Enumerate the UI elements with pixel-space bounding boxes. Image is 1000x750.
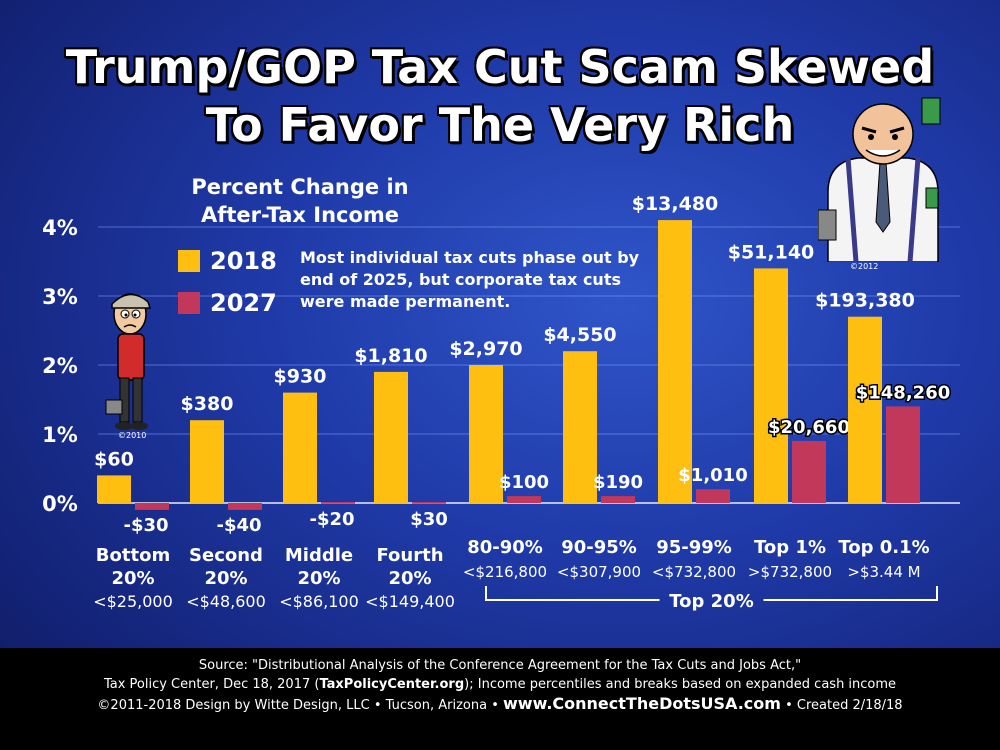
- category-label-3-line1: Fourth: [376, 545, 443, 566]
- bar-2027-4: [507, 496, 541, 503]
- data-label-2018-3: $1,810: [354, 345, 427, 367]
- data-label-2027-2: -$20: [309, 509, 354, 530]
- y-tick-label-1: 1%: [42, 423, 78, 447]
- bar-chart: 0%1%2%3%4%$60-$30Bottom20%<$25,000$380-$…: [42, 193, 960, 612]
- category-label-4-line1: 80-90%: [467, 537, 543, 558]
- category-label-0-line2: 20%: [111, 568, 154, 589]
- data-label-2018-4: $2,970: [449, 338, 522, 360]
- y-tick-label-3: 3%: [42, 285, 78, 309]
- bar-2027-2: [321, 502, 355, 504]
- category-label-3-line2: 20%: [388, 568, 431, 589]
- data-label-2018-8: $193,380: [815, 290, 915, 312]
- footer-income-note: ); Income percentiles and breaks based o…: [464, 677, 897, 692]
- title-line-2: To Favor The Very Rich: [205, 98, 795, 152]
- category-label-8-line1: Top 0.1%: [838, 537, 929, 558]
- category-label-2-line3: <$86,100: [279, 592, 359, 611]
- footer-source-line: Source: "Distributional Analysis of the …: [198, 658, 802, 673]
- data-label-2018-5: $4,550: [543, 324, 616, 346]
- bracket-left: [485, 586, 660, 601]
- category-label-1-line3: <$48,600: [186, 592, 266, 611]
- category-label-4-line2: <$216,800: [463, 563, 547, 581]
- category-label-2-line1: Middle: [285, 545, 353, 566]
- footer-citation-text: Tax Policy Center, Dec 18, 2017 (: [103, 677, 320, 692]
- data-label-2027-8: $148,260: [856, 382, 951, 403]
- rich-man-copyright: ©2012: [850, 262, 879, 271]
- poor-man-copyright: ©2010: [118, 431, 147, 440]
- category-label-7-line2: >$732,800: [748, 563, 832, 581]
- category-label-6-line2: <$732,800: [652, 563, 736, 581]
- category-label-2-line2: 20%: [297, 568, 340, 589]
- bar-2018-2: [283, 392, 317, 503]
- bar-2027-6: [696, 489, 730, 503]
- category-label-8-line2: >$3.44 M: [847, 563, 920, 581]
- title-line-1: Trump/GOP Tax Cut Scam Skewed: [65, 40, 935, 94]
- bracket-right: [763, 586, 938, 601]
- data-label-2027-6: $1,010: [678, 465, 747, 486]
- category-label-5-line2: <$307,900: [557, 563, 641, 581]
- bar-2027-8: [886, 406, 920, 503]
- legend-heading-line-2: After-Tax Income: [200, 203, 400, 227]
- legend-item-2027: 2027: [178, 289, 277, 317]
- footer-credit-line: ©2011-2018 Design by Witte Design, LLC •…: [0, 694, 1000, 715]
- footer-citation-line: Tax Policy Center, Dec 18, 2017 (TaxPoli…: [0, 675, 1000, 694]
- legend-swatch-2018: [178, 250, 200, 272]
- data-label-2018-6: $13,480: [632, 193, 719, 215]
- category-label-0-line1: Bottom: [96, 545, 170, 566]
- y-tick-label-2: 2%: [42, 354, 78, 378]
- poor-man-illustration: [105, 293, 152, 430]
- bar-2018-7: [754, 268, 788, 503]
- bar-2027-5: [601, 496, 635, 503]
- category-label-5-line1: 90-95%: [561, 537, 637, 558]
- bar-2018-8: [848, 316, 882, 503]
- category-label-7-line1: Top 1%: [754, 537, 826, 558]
- bar-2027-3: [412, 502, 446, 504]
- data-label-2018-2: $930: [274, 366, 327, 388]
- bar-2027-7: [792, 440, 826, 503]
- phase-out-note: Most individual tax cuts phase out by en…: [300, 248, 640, 311]
- bracket-label-top-20: Top 20%: [669, 591, 754, 612]
- data-label-2027-0: -$30: [123, 515, 168, 536]
- bar-2018-6: [658, 220, 692, 503]
- footer-tpc-link[interactable]: TaxPolicyCenter.org: [319, 677, 465, 692]
- legend-label-2018: 2018: [210, 247, 277, 275]
- y-tick-label-0: 0%: [42, 492, 78, 516]
- bar-2018-3: [374, 371, 408, 503]
- legend-swatch-2027: [178, 292, 200, 314]
- footer-copyright: ©2011-2018 Design by Witte Design, LLC •…: [97, 698, 499, 713]
- data-label-2027-3: $30: [410, 509, 448, 530]
- footer-created-date: • Created 2/18/18: [785, 698, 903, 713]
- data-label-2027-1: -$40: [216, 515, 261, 536]
- category-label-1-line2: 20%: [204, 568, 247, 589]
- legend-label-2027: 2027: [210, 289, 277, 317]
- data-label-2018-1: $380: [181, 393, 234, 415]
- legend-item-2018: 2018: [178, 247, 277, 275]
- legend-heading-line-1: Percent Change in: [191, 175, 409, 199]
- bar-2018-1: [190, 420, 224, 503]
- footer-website-link[interactable]: www.ConnectTheDotsUSA.com: [503, 694, 781, 713]
- data-label-2027-5: $190: [593, 472, 643, 493]
- bar-2027-1: [228, 503, 262, 510]
- category-label-6-line1: 95-99%: [656, 537, 732, 558]
- rich-man-illustration: [818, 97, 941, 262]
- data-label-2018-7: $51,140: [728, 241, 815, 263]
- category-label-3-line3: <$149,400: [365, 592, 455, 611]
- bar-2027-0: [135, 503, 169, 510]
- category-label-0-line3: <$25,000: [93, 592, 173, 611]
- bar-2018-0: [97, 475, 131, 503]
- bar-2018-5: [563, 351, 597, 503]
- data-label-2027-4: $100: [499, 472, 549, 493]
- bar-2018-4: [469, 365, 503, 503]
- data-label-2027-7: $20,660: [768, 417, 850, 438]
- category-label-1-line1: Second: [189, 545, 263, 566]
- data-label-2018-0: $60: [94, 448, 134, 470]
- footer: Source: "Distributional Analysis of the …: [0, 648, 1000, 750]
- y-tick-label-4: 4%: [42, 216, 78, 240]
